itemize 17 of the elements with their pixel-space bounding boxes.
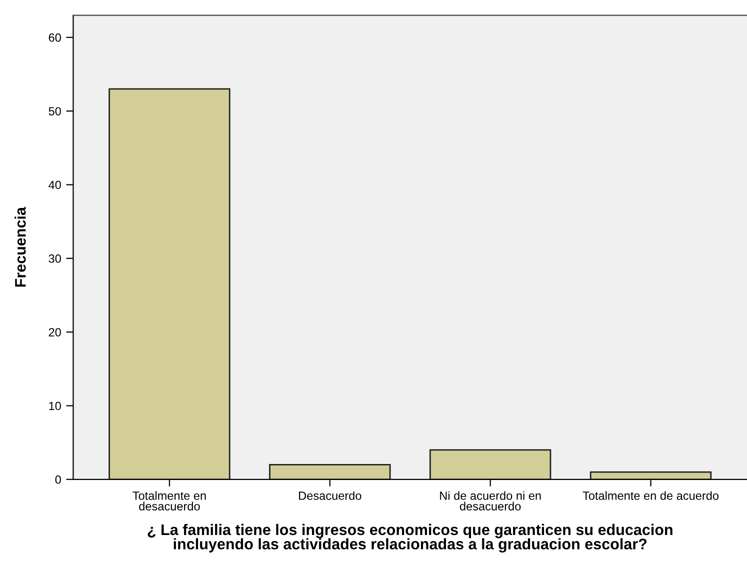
bar <box>108 88 230 480</box>
x-tick-label: Ni de acuerdo ni en desacuerdo <box>440 491 541 510</box>
y-tick-label: 60 <box>48 33 61 42</box>
x-tick-label: Desacuerdo <box>299 491 362 500</box>
y-tick-label: 30 <box>48 254 61 263</box>
x-axis-title: ¿ La familia tiene los ingresos economicos que garanticen su educacion incluyendo las actividades relacionadas a la graduacion escolar? <box>148 524 672 553</box>
y-tick-label: 40 <box>48 180 61 190</box>
y-tick-label: 20 <box>48 328 61 336</box>
bar <box>269 464 391 480</box>
bar <box>590 471 712 480</box>
y-tick-label: 0 <box>55 475 61 484</box>
y-axis-title: Frecuencia <box>14 206 26 287</box>
y-tick-label: 50 <box>48 107 61 116</box>
x-tick-label: Totalmente en desacuerdo <box>132 491 206 510</box>
bar <box>429 449 552 480</box>
y-tick-label: 10 <box>49 402 61 410</box>
x-tick-label: Totalmente en de acuerdo <box>582 491 719 500</box>
